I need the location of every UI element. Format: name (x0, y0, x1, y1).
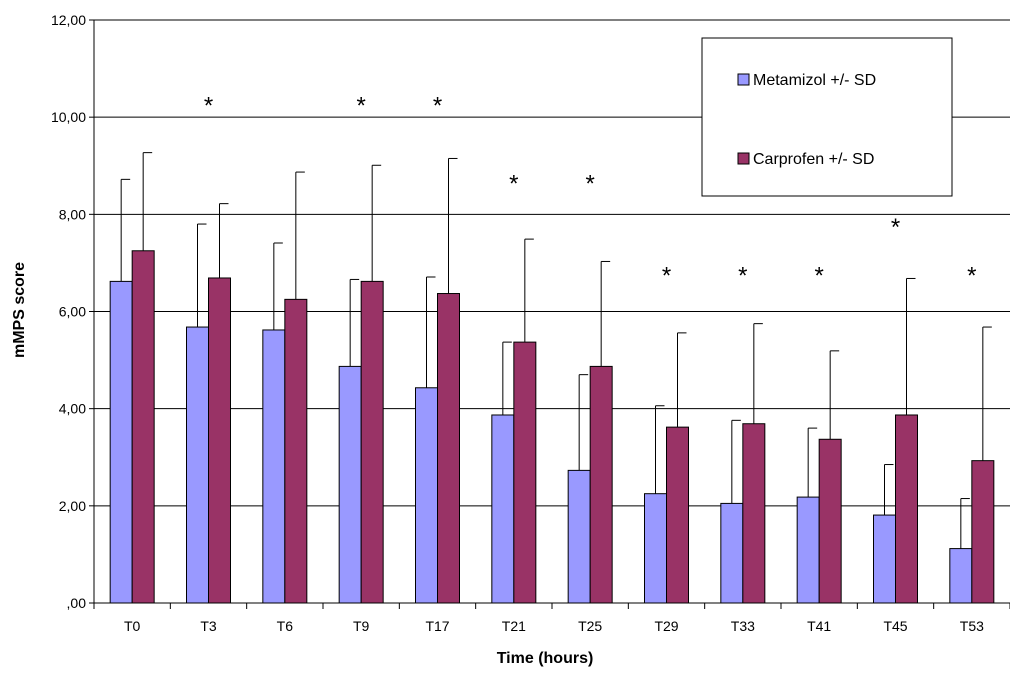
bar-metamizol (567, 469, 591, 604)
significance-marker: * (509, 170, 518, 197)
bar-metamizol (873, 514, 896, 604)
bar-metamizol (949, 548, 973, 604)
legend[interactable]: Metamizol +/- SD Carprofen +/- SD (701, 37, 953, 197)
gridlines (94, 19, 1010, 507)
significance-marker: * (891, 214, 900, 241)
legend-swatch (737, 73, 750, 86)
bar-carprofen (971, 460, 995, 604)
y-tick-label: 2,00 (59, 498, 86, 514)
x-tick-label: T6 (277, 618, 294, 634)
significance-marker: * (433, 93, 442, 120)
bar-carprofen (895, 414, 918, 604)
y-tick-label: 4,00 (59, 401, 86, 417)
bar-metamizol (720, 502, 744, 604)
bar-carprofen (513, 341, 537, 604)
x-tick-label: T25 (578, 618, 602, 634)
bar-metamizol (491, 414, 515, 604)
x-tick-label: T9 (353, 618, 370, 634)
x-tick-label: T33 (731, 618, 755, 634)
bar-carprofen (437, 293, 460, 604)
bar-metamizol (262, 329, 286, 604)
bar-carprofen (742, 423, 766, 604)
legend-label: Carprofen +/- SD (753, 151, 874, 168)
y-tick-label: 8,00 (59, 206, 86, 222)
bar-carprofen (131, 250, 155, 604)
y-tick-label: 10,00 (51, 109, 86, 125)
significance-marker: * (967, 263, 976, 290)
bar-carprofen (208, 277, 231, 604)
bar-carprofen (666, 426, 689, 604)
significance-marker: * (585, 170, 594, 197)
bars (109, 152, 995, 604)
x-tick-label: T0 (124, 618, 141, 634)
x-tick-label: T41 (807, 618, 831, 634)
bar-metamizol (644, 493, 667, 604)
x-tick-label: T53 (960, 618, 984, 634)
x-tick-label: T21 (502, 618, 526, 634)
bar-metamizol (109, 280, 133, 604)
x-tick-label: T45 (883, 618, 907, 634)
annotations: * * * * * * * * * * (204, 93, 977, 290)
y-tick-label: ,00 (67, 595, 87, 611)
legend-label: Metamizol +/- SD (753, 72, 876, 89)
y-tick-label: 12,00 (51, 12, 86, 28)
y-axis-title: mMPS score (11, 262, 28, 358)
x-tick-label: T29 (654, 618, 678, 634)
significance-marker: * (814, 263, 823, 290)
significance-marker: * (738, 263, 747, 290)
bar-carprofen (284, 298, 308, 604)
x-tick-label: T17 (425, 618, 449, 634)
legend-swatch (737, 152, 750, 165)
bar-carprofen (818, 438, 842, 604)
legend-box (701, 37, 953, 197)
bar-metamizol (796, 496, 820, 604)
significance-marker: * (662, 263, 671, 290)
bar-metamizol (338, 365, 362, 604)
significance-marker: * (204, 93, 213, 120)
bar-carprofen (360, 280, 384, 604)
bar-carprofen (589, 365, 613, 604)
y-tick-label: 6,00 (59, 304, 86, 320)
x-axis-title: Time (hours) (497, 650, 594, 667)
x-tick-label: T3 (200, 618, 217, 634)
significance-marker: * (356, 93, 365, 120)
bar-metamizol (415, 387, 438, 604)
bar-metamizol (186, 326, 209, 604)
axes: ,00 2,00 4,00 6,00 8,00 10,00 12,00 T0 T3 T6 T9 T17… (51, 12, 1010, 634)
